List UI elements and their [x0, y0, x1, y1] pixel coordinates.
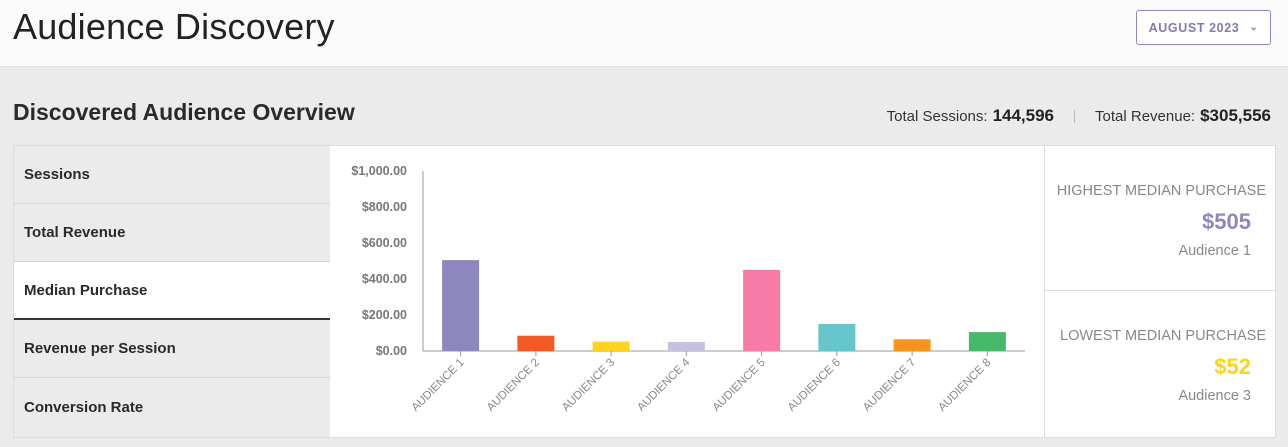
- x-tick-label: AUDIENCE 2: [485, 357, 542, 414]
- x-tick-label: AUDIENCE 7: [861, 357, 918, 414]
- metric-tab-label: Revenue per Session: [24, 340, 176, 357]
- month-label: AUGUST 2023: [1148, 20, 1240, 35]
- totals-summary: Total Sessions: 144,596 Total Revenue: $…: [887, 106, 1271, 126]
- y-tick-label: $0.00: [376, 344, 407, 358]
- lowest-stat: LOWEST MEDIAN PURCHASE $52 Audience 3: [1045, 291, 1276, 436]
- total-sessions-label: Total Sessions:: [886, 108, 988, 125]
- x-tick-label: AUDIENCE 5: [710, 357, 767, 414]
- y-tick-label: $200.00: [362, 308, 407, 322]
- bar-6[interactable]: [818, 324, 856, 351]
- bar-5[interactable]: [743, 270, 781, 351]
- total-revenue-label: Total Revenue:: [1095, 108, 1196, 125]
- y-tick-label: $400.00: [362, 272, 407, 286]
- x-tick-label: AUDIENCE 8: [936, 357, 993, 414]
- lowest-stat-audience: Audience 3: [1178, 388, 1251, 404]
- total-revenue-value: $305,556: [1200, 106, 1271, 125]
- x-tick-label: AUDIENCE 1: [409, 357, 466, 414]
- highest-stat-value: $505: [1202, 209, 1251, 234]
- x-tick-label: AUDIENCE 4: [635, 356, 693, 414]
- top-bar: Audience Discovery AUGUST 2023 ⌄: [0, 0, 1288, 67]
- totals-divider: [1074, 109, 1076, 123]
- metric-tab-total-revenue[interactable]: Total Revenue: [14, 204, 330, 262]
- y-tick-label: $800.00: [362, 200, 407, 214]
- metric-tab-sessions[interactable]: Sessions: [14, 146, 330, 204]
- metric-tab-revenue-per-session[interactable]: Revenue per Session: [14, 320, 330, 378]
- x-tick-label: AUDIENCE 3: [560, 357, 617, 414]
- overview-card: Sessions Total Revenue Median Purchase R…: [13, 145, 1276, 438]
- metric-tab-label: Conversion Rate: [24, 398, 144, 416]
- metric-tab-conversion-rate[interactable]: Conversion Rate: [14, 378, 330, 436]
- bar-3[interactable]: [592, 341, 630, 351]
- bar-1[interactable]: [442, 260, 480, 351]
- stats-panel: HIGHEST MEDIAN PURCHASE $505 Audience 1 …: [1044, 146, 1276, 437]
- metric-tab-label: Total Revenue: [24, 224, 126, 241]
- section-title: Discovered Audience Overview: [13, 99, 355, 125]
- page-title: Audience Discovery: [13, 6, 335, 47]
- highest-stat-audience: Audience 1: [1178, 243, 1251, 259]
- highest-stat: HIGHEST MEDIAN PURCHASE $505 Audience 1: [1045, 146, 1276, 291]
- metric-tab-median-purchase[interactable]: Median Purchase: [14, 262, 330, 320]
- bar-chart: $0.00 $200.00 $400.00 $600.00 $800.00 $1,000.…: [351, 164, 1025, 414]
- month-selector-button[interactable]: AUGUST 2023 ⌄: [1136, 10, 1271, 45]
- chevron-down-icon: ⌄: [1249, 21, 1259, 33]
- metric-tab-label: Sessions: [24, 166, 90, 183]
- lowest-stat-value: $52: [1214, 354, 1251, 379]
- y-tick-label: $600.00: [362, 236, 407, 250]
- metric-tab-label: Median Purchase: [24, 281, 148, 299]
- bar-8[interactable]: [968, 332, 1006, 351]
- bar-7[interactable]: [893, 339, 931, 351]
- median-purchase-chart: $0.00 $200.00 $400.00 $600.00 $800.00 $1,000.…: [330, 146, 1044, 437]
- highest-stat-label: HIGHEST MEDIAN PURCHASE: [1056, 183, 1266, 199]
- lowest-stat-label: LOWEST MEDIAN PURCHASE: [1060, 328, 1266, 344]
- bar-4[interactable]: [667, 342, 705, 351]
- y-tick-label: $1,000.00: [351, 164, 407, 178]
- total-sessions-value: 144,596: [992, 106, 1055, 125]
- bar-2[interactable]: [517, 335, 555, 351]
- x-tick-label: AUDIENCE 6: [786, 357, 843, 414]
- metric-menu: Sessions Total Revenue Median Purchase R…: [14, 146, 330, 437]
